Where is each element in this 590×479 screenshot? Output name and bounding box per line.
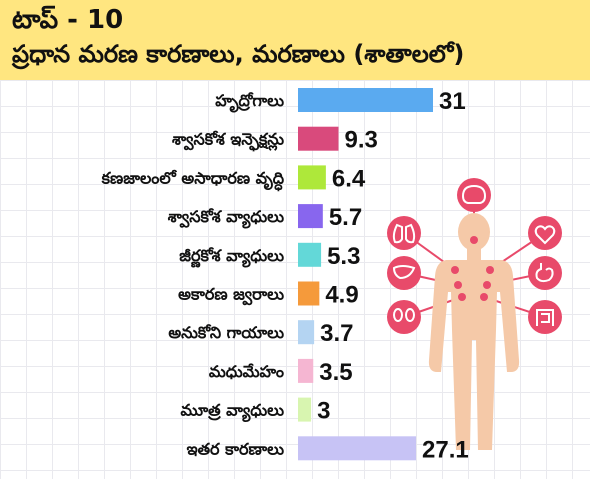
- brain-icon: [457, 178, 491, 212]
- value-label: 5.3: [327, 243, 360, 270]
- value-label: 3: [317, 398, 330, 425]
- kidneys-icon: [387, 300, 421, 334]
- bar: [298, 281, 320, 306]
- intestines-icon: [528, 300, 562, 334]
- stomach-icon: [528, 256, 562, 290]
- value-label: 3.7: [320, 320, 353, 347]
- category-label: అనుకోని గాయాలు: [168, 323, 284, 342]
- category-label: కణజాలంలో అసాధారణ వృద్ధి: [101, 168, 285, 191]
- chart-subtitle: ప్రధాన మరణ కారణాలు, మరణాలు (శాతాలలో): [12, 40, 465, 68]
- bar: [298, 126, 339, 151]
- value-label: 4.9: [325, 282, 358, 309]
- value-label: 9.3: [345, 127, 378, 154]
- category-label: మూత్ర వ్యాధులు: [181, 401, 285, 423]
- value-label: 3.5: [319, 359, 352, 386]
- bar: [298, 88, 433, 112]
- value-label: 31: [439, 88, 466, 115]
- category-label: జీర్ణకోశ వ్యాధులు: [179, 246, 284, 268]
- bar: [298, 358, 314, 383]
- bar: [298, 320, 315, 345]
- category-label: మధుమేహం: [209, 362, 284, 381]
- category-label: ఇతర కారణాలు: [187, 439, 285, 458]
- bar: [298, 397, 312, 422]
- bar: [298, 165, 326, 190]
- liver-icon: [387, 256, 421, 290]
- bar: [298, 242, 322, 267]
- header-banner: [0, 0, 590, 80]
- value-label: 27.1: [422, 436, 469, 463]
- heart-icon: [528, 216, 562, 250]
- bar: [298, 204, 323, 229]
- page-title: టాప్ - 10: [12, 5, 124, 35]
- category-label: అకారణ జ్వరాలు: [178, 285, 284, 306]
- value-label: 5.7: [329, 204, 362, 231]
- category-label: హృద్రోగాలు: [215, 91, 284, 113]
- lungs-icon: [387, 216, 421, 250]
- value-label: 6.4: [332, 165, 366, 192]
- category-label: శ్వాసకోశ వ్యాధులు: [168, 207, 285, 229]
- category-label: శ్వాసకోశ ఇన్ఫెక్షన్లు: [172, 130, 284, 152]
- bar: [298, 436, 417, 461]
